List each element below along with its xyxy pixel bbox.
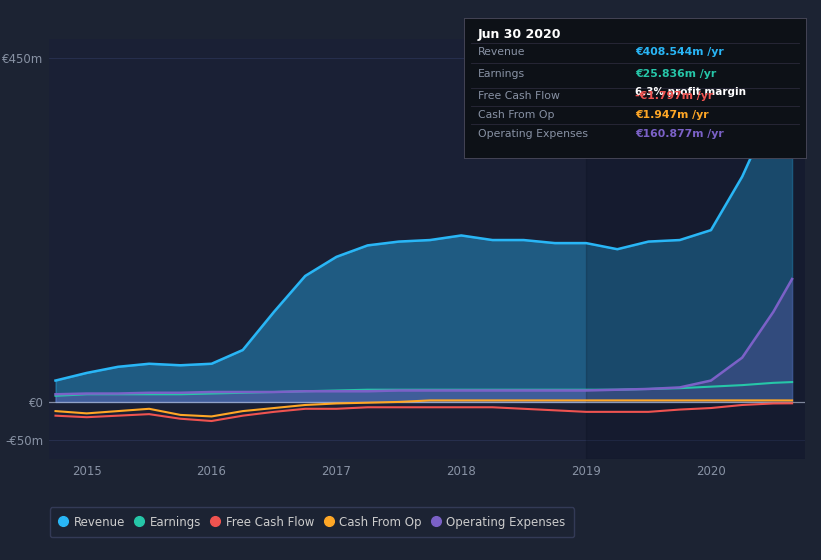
Text: €1.947m /yr: €1.947m /yr xyxy=(635,110,709,120)
Text: Free Cash Flow: Free Cash Flow xyxy=(478,91,560,101)
Text: €25.836m /yr: €25.836m /yr xyxy=(635,69,716,79)
Text: -€1.797m /yr: -€1.797m /yr xyxy=(635,91,713,101)
Legend: Revenue, Earnings, Free Cash Flow, Cash From Op, Operating Expenses: Revenue, Earnings, Free Cash Flow, Cash … xyxy=(50,507,574,537)
Text: Earnings: Earnings xyxy=(478,69,525,79)
Text: Cash From Op: Cash From Op xyxy=(478,110,554,120)
Text: Jun 30 2020: Jun 30 2020 xyxy=(478,28,562,41)
Text: 6.3% profit margin: 6.3% profit margin xyxy=(635,87,746,97)
Bar xyxy=(586,39,811,459)
Text: Operating Expenses: Operating Expenses xyxy=(478,129,588,139)
Text: €408.544m /yr: €408.544m /yr xyxy=(635,46,724,57)
Text: Revenue: Revenue xyxy=(478,46,525,57)
Text: €160.877m /yr: €160.877m /yr xyxy=(635,129,724,139)
